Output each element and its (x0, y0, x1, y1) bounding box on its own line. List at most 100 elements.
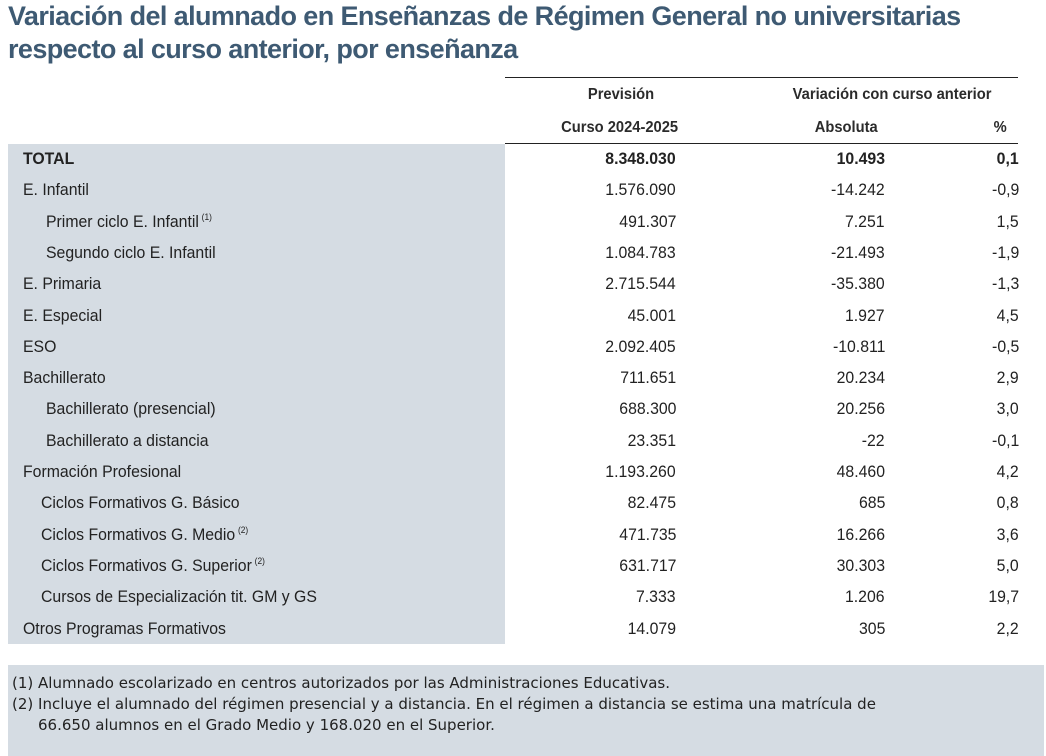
row-label: Segundo ciclo E. Infantil (46, 243, 216, 263)
title-line-1: Variación del alumnado en Enseñanzas de … (8, 1, 961, 31)
prevision-value: 2.715.544 (605, 274, 676, 294)
row-label-text: Otros Programas Formativos (23, 618, 226, 638)
row-label: Ciclos Formativos G. Básico (41, 493, 240, 513)
table-row: E. Especial 45.001 1.927 4,5 (0, 301, 1046, 332)
prevision-value: 471.735 (618, 524, 676, 544)
footnote-2-line-1: (2) Incluye el alumnado del régimen pres… (12, 695, 876, 713)
absoluta-value: -10.811 (832, 336, 885, 356)
absoluta-value: -14.242 (831, 180, 885, 200)
footnotes: (1) Alumnado escolarizado en centros aut… (8, 665, 1044, 756)
header-bottom-rule (505, 143, 1018, 144)
row-label: Ciclos Formativos G. Medio (2) (41, 525, 248, 545)
footnote-marker: (2) (254, 555, 265, 566)
prevision-value: 23.351 (627, 430, 676, 450)
absoluta-value: 1.927 (845, 305, 885, 325)
absoluta-value: -35.380 (831, 274, 885, 294)
table-row: Bachillerato (presencial) 688.300 20.256 3,… (0, 394, 1046, 425)
percent-value: -0,5 (991, 336, 1019, 356)
percent-value: -0,1 (991, 430, 1019, 450)
percent-value: 4,2 (997, 462, 1019, 481)
table-row: Bachillerato a distancia 23.351 -22 -0,1 (0, 426, 1046, 457)
row-label-text: Formación Profesional (23, 462, 182, 481)
page-title: Variación del alumnado en Enseñanzas de … (8, 0, 961, 66)
row-label: Cursos de Especialización tit. GM y GS (41, 587, 317, 607)
absoluta-value: -21.493 (831, 242, 885, 262)
row-label: TOTAL (23, 149, 74, 169)
row-label: Primer ciclo E. Infantil (1) (46, 212, 212, 232)
row-label-text: E. Primaria (23, 274, 102, 294)
absoluta-value: 20.256 (836, 399, 885, 419)
table-row: E. Infantil 1.576.090 -14.242 -0,9 (0, 175, 1046, 206)
row-label: Bachillerato a distancia (46, 431, 209, 451)
row-label-text: Primer ciclo E. Infantil (46, 211, 199, 231)
absoluta-value: 30.303 (836, 555, 885, 575)
prevision-value: 491.307 (618, 211, 676, 231)
absoluta-value: 20.234 (836, 368, 885, 388)
row-label-text: Ciclos Formativos G. Superior (41, 555, 252, 575)
prevision-value: 1.084.783 (605, 242, 676, 262)
title-line-2: respecto al curso anterior, por enseñanz… (8, 34, 518, 64)
row-label-text: Ciclos Formativos G. Básico (41, 493, 240, 513)
percent-value: 3,6 (997, 524, 1019, 544)
absoluta-value: 1.206 (845, 587, 885, 607)
header-variacion-group: Variación con curso anterior (792, 86, 992, 103)
row-label: Ciclos Formativos G. Superior (2) (41, 556, 265, 576)
row-label: Formación Profesional (23, 462, 181, 482)
prevision-value: 1.193.260 (605, 462, 676, 481)
table-row: Ciclos Formativos G. Medio (2) 471.735 16.2… (0, 520, 1046, 551)
absoluta-value: 685 (858, 493, 885, 513)
row-label: E. Especial (23, 306, 102, 326)
prevision-value: 82.475 (627, 493, 676, 513)
table-row: Ciclos Formativos G. Superior (2) 631.717 3… (0, 551, 1046, 582)
header-percent: % (993, 119, 1007, 136)
absoluta-value: 16.266 (836, 524, 885, 544)
prevision-value: 2.092.405 (605, 336, 676, 356)
table-row: Formación Profesional 1.193.260 48.460 4,2 (0, 457, 1046, 488)
absoluta-value: 305 (858, 618, 885, 638)
row-label: ESO (23, 337, 56, 357)
row-label: Otros Programas Formativos (23, 619, 226, 639)
header-prevision: Previsión (587, 86, 655, 103)
prevision-value: 14.079 (627, 618, 676, 638)
prevision-value: 45.001 (627, 305, 676, 325)
footnote-2-line-2: 66.650 alumnos en el Grado Medio y 168.0… (38, 716, 495, 734)
footnote-marker: (2) (237, 524, 249, 535)
prevision-value: 688.300 (618, 399, 676, 419)
table-row: Cursos de Especialización tit. GM y GS 7.… (0, 582, 1046, 613)
percent-value: 3,0 (997, 399, 1019, 419)
absoluta-value: 48.460 (836, 462, 885, 481)
header-absoluta: Absoluta (814, 119, 878, 136)
row-label-text: E. Especial (23, 305, 103, 325)
row-label-text: TOTAL (23, 149, 75, 168)
prevision-value: 8.348.030 (605, 149, 676, 168)
percent-value: 0,1 (997, 149, 1019, 168)
row-label: E. Infantil (23, 180, 89, 200)
percent-value: -0,9 (991, 180, 1019, 200)
row-label-text: Ciclos Formativos G. Medio (41, 524, 236, 544)
table-row: E. Primaria 2.715.544 -35.380 -1,3 (0, 269, 1046, 300)
label-column-background (8, 144, 505, 644)
percent-value: 19,7 (988, 587, 1019, 607)
percent-value: -1,9 (991, 242, 1019, 262)
prevision-value: 1.576.090 (605, 180, 676, 200)
row-label-text: Cursos de Especialización tit. GM y GS (41, 587, 317, 607)
percent-value: 2,2 (997, 618, 1019, 638)
row-label-text: Segundo ciclo E. Infantil (46, 242, 216, 262)
footnote-marker: (1) (201, 211, 212, 222)
absoluta-value: 10.493 (836, 149, 885, 168)
prevision-value: 7.333 (636, 587, 676, 607)
percent-value: -1,3 (991, 274, 1019, 294)
table-row: Segundo ciclo E. Infantil 1.084.783 -21.49… (0, 238, 1046, 269)
table-row: Primer ciclo E. Infantil (1) 491.307 7.251 1… (0, 207, 1046, 238)
row-label: Bachillerato (presencial) (46, 399, 216, 419)
absoluta-value: -22 (862, 430, 885, 450)
row-label: E. Primaria (23, 274, 101, 294)
row-label-text: Bachillerato a distancia (46, 430, 209, 450)
table-row: Bachillerato 711.651 20.234 2,9 (0, 363, 1046, 394)
row-label: Bachillerato (23, 368, 106, 388)
row-label-text: E. Infantil (23, 180, 89, 200)
row-label-text: ESO (23, 336, 57, 356)
table-row: ESO 2.092.405 -10.811 -0,5 (0, 332, 1046, 363)
table-row: Ciclos Formativos G. Básico 82.475 685 0,8 (0, 488, 1046, 519)
percent-value: 5,0 (997, 555, 1019, 575)
